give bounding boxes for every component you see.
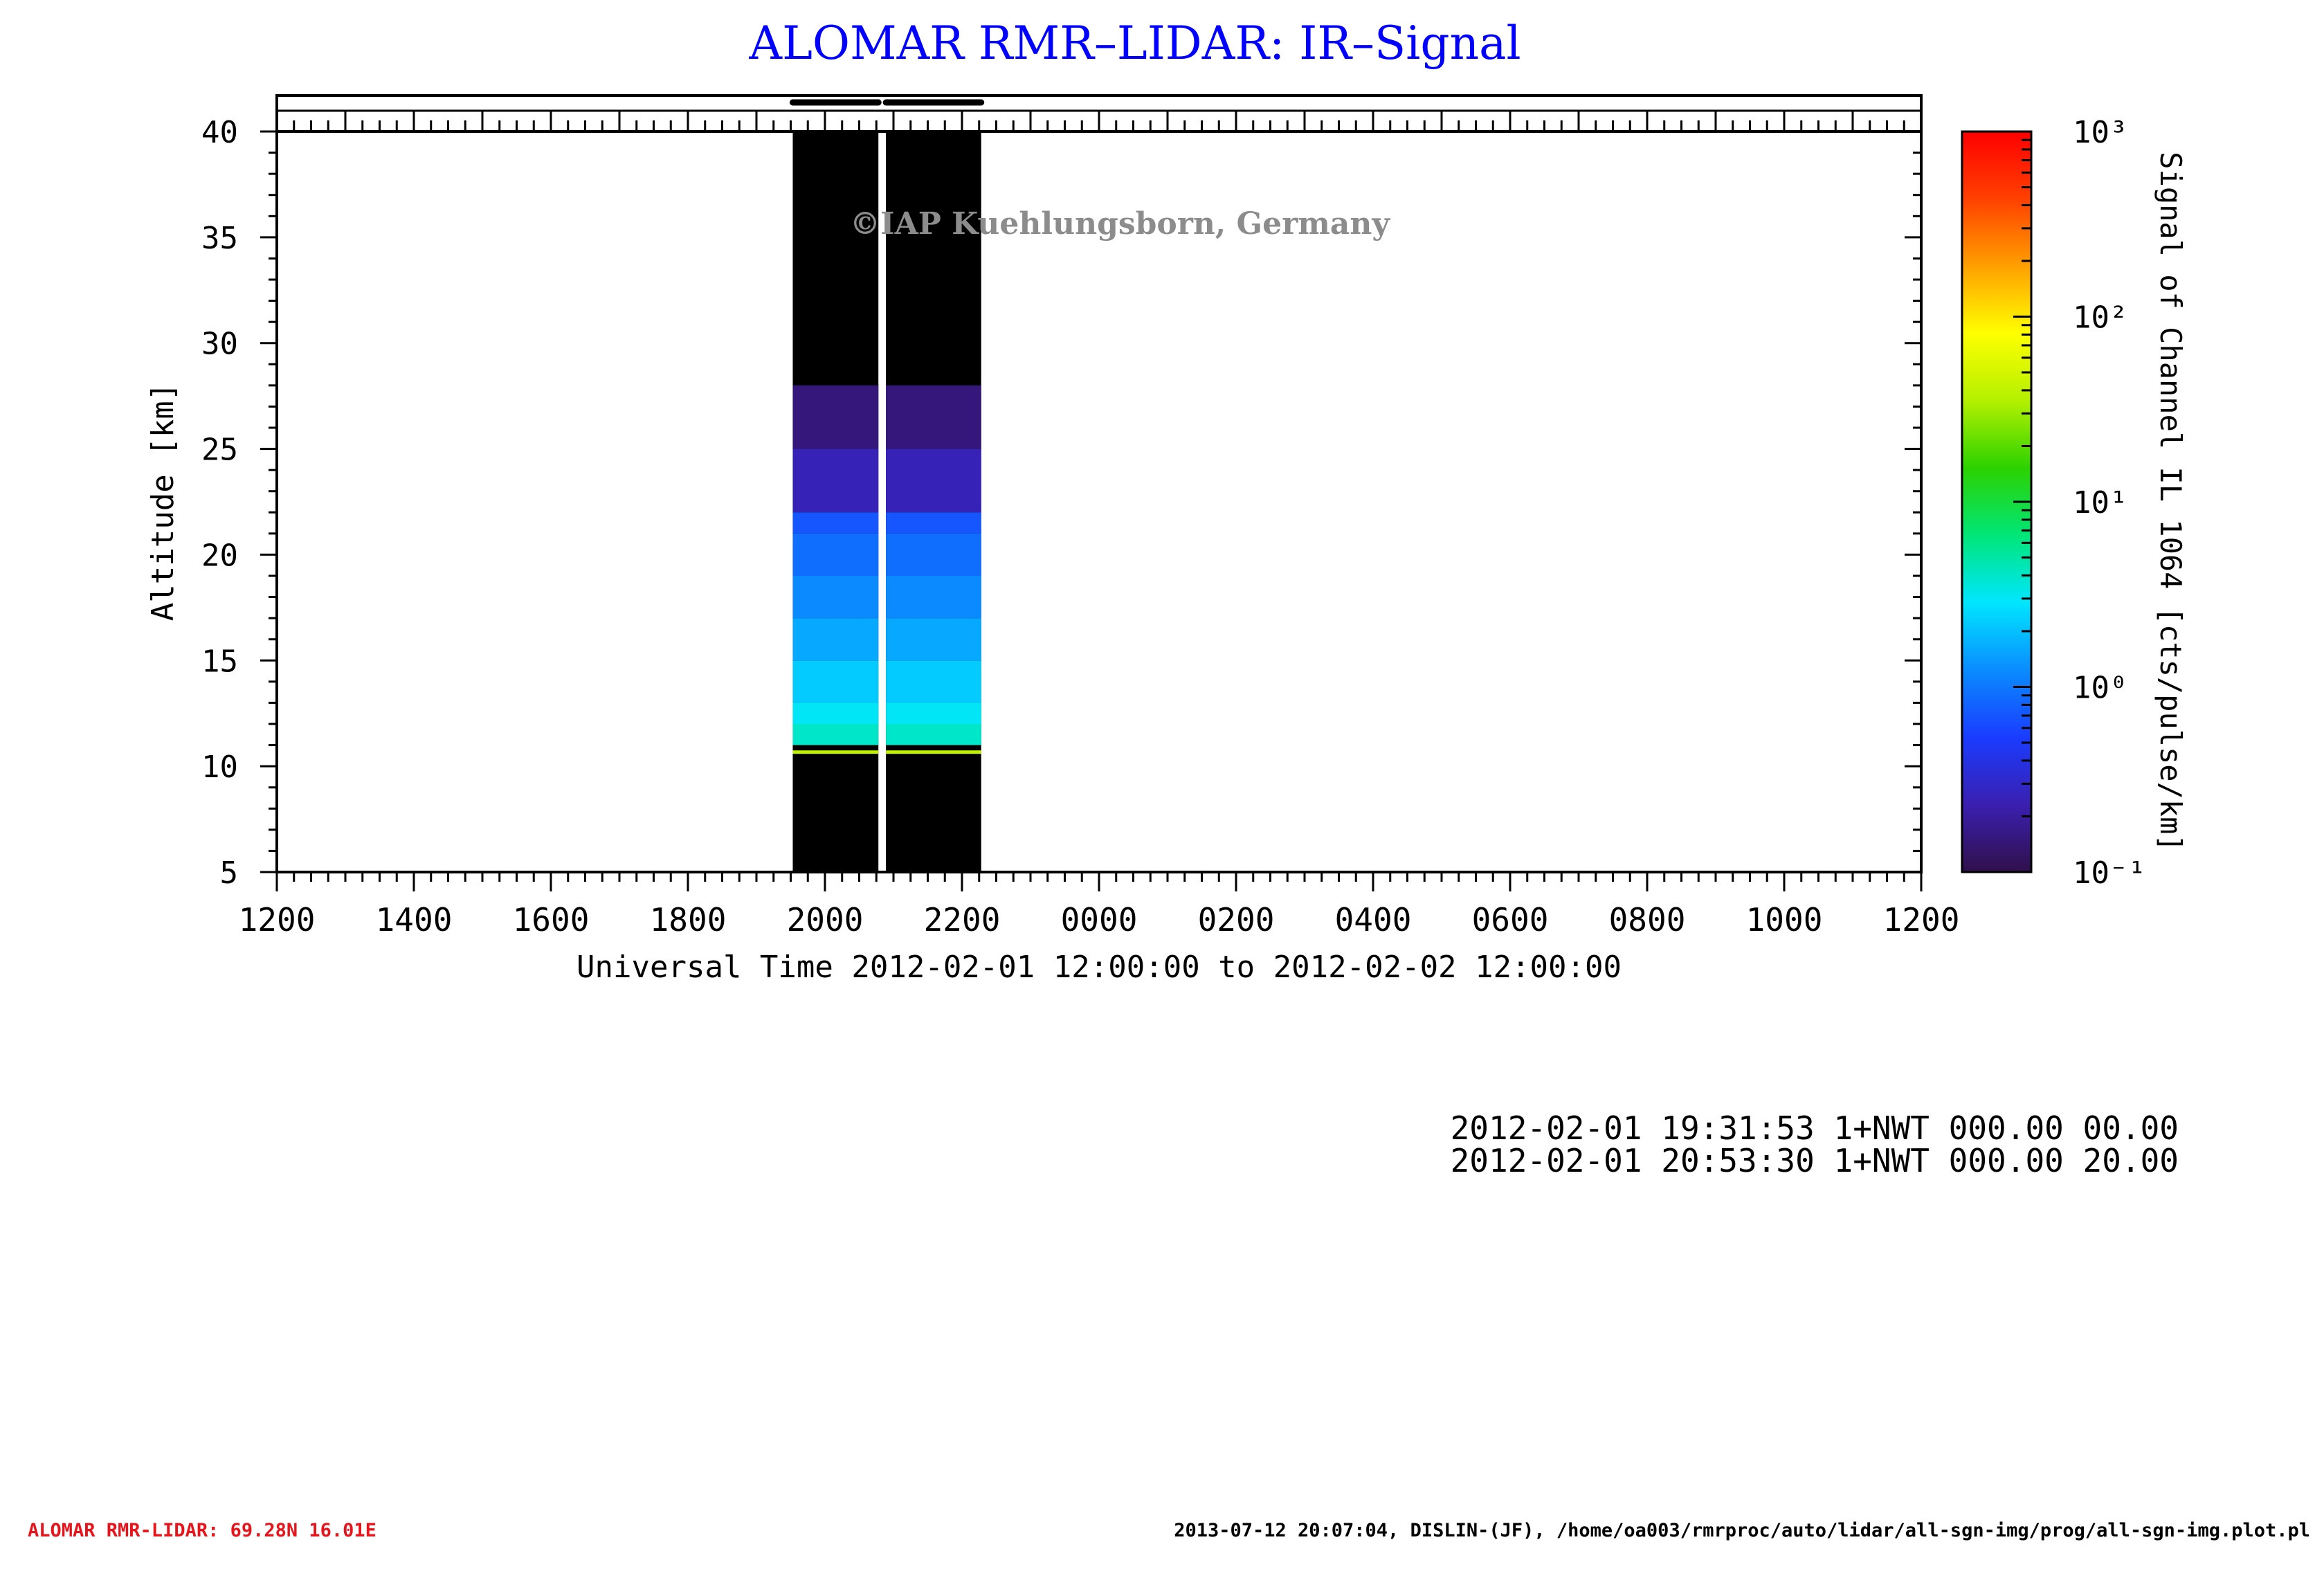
colorbar-tick-label: 10⁰ — [2073, 671, 2127, 706]
signal-cell — [792, 533, 879, 576]
x-tick-label: 1400 — [376, 901, 453, 938]
y-tick-label: 10 — [201, 750, 238, 785]
y-tick-label: 35 — [201, 221, 238, 256]
x-tick-label: 0200 — [1198, 901, 1275, 938]
x-tick-label: 1200 — [239, 901, 316, 938]
signal-cell — [886, 660, 981, 703]
y-tick-label: 20 — [201, 538, 238, 573]
measurement-block-1 — [792, 131, 879, 872]
signal-cell — [792, 618, 879, 661]
colorbar-tick-label: 10³ — [2073, 115, 2127, 150]
y-tick-label: 15 — [201, 644, 238, 679]
plot-frame — [275, 130, 1923, 873]
x-tick-label: 0400 — [1335, 901, 1412, 938]
x-tick-label: 1800 — [650, 901, 727, 938]
x-tick-label: 2200 — [924, 901, 1001, 938]
colorbar-label: Signal of Channel IL 1064 [cts/pulse/km] — [2154, 152, 2188, 851]
signal-cell — [792, 448, 879, 513]
signal-cell — [792, 702, 879, 724]
x-tick-label: 2000 — [787, 901, 864, 938]
signal-cell — [886, 724, 981, 745]
x-tick-label: 0600 — [1472, 901, 1549, 938]
x-tick-label: 1000 — [1746, 901, 1823, 938]
x-tick-label: 1600 — [513, 901, 590, 938]
colorbar-tick-label: 10⁻¹ — [2073, 855, 2146, 891]
signal-cell — [792, 512, 879, 534]
watermark: ©IAP Kuehlungsborn, Germany — [850, 206, 1390, 242]
colorbar-tick-label: 10¹ — [2073, 485, 2127, 520]
signal-streak — [886, 750, 981, 754]
signal-cell — [886, 576, 981, 619]
info-line-1: 2012-02-01 19:31:53 1+NWT 000.00 00.00 — [1450, 1109, 2179, 1147]
signal-streak — [792, 750, 879, 754]
signal-cell — [792, 660, 879, 703]
signal-cell — [886, 448, 981, 513]
x-tick-label: 1200 — [1883, 901, 1960, 938]
footer-station: ALOMAR RMR-LIDAR: 69.28N 16.01E — [28, 1520, 376, 1541]
y-tick-label: 30 — [201, 327, 238, 362]
y-tick-label: 40 — [201, 115, 238, 150]
x-tick-label: 0800 — [1609, 901, 1686, 938]
signal-cell — [886, 702, 981, 724]
signal-cell — [886, 533, 981, 576]
signal-cell — [792, 385, 879, 449]
footer-provenance: 2013-07-12 20:07:04, DISLIN-(JF), /home/… — [1174, 1520, 2310, 1541]
colorbar-tick-label: 10² — [2073, 300, 2127, 336]
signal-cell — [886, 385, 981, 449]
signal-cell — [792, 576, 879, 619]
x-tick-label: 0000 — [1061, 901, 1138, 938]
signal-cell — [886, 618, 981, 661]
signal-cell — [886, 512, 981, 534]
x-axis-label: Universal Time 2012-02-01 12:00:00 to 20… — [577, 950, 1622, 985]
measurement-block-2 — [886, 131, 981, 872]
y-axis-label: Altitude [km] — [145, 383, 181, 621]
info-line-2: 2012-02-01 20:53:30 1+NWT 000.00 20.00 — [1450, 1142, 2179, 1179]
signal-cell — [792, 724, 879, 745]
y-tick-label: 25 — [201, 433, 238, 468]
chart-title: ALOMAR RMR–LIDAR: IR–Signal — [749, 17, 1521, 70]
y-tick-label: 5 — [220, 855, 239, 891]
